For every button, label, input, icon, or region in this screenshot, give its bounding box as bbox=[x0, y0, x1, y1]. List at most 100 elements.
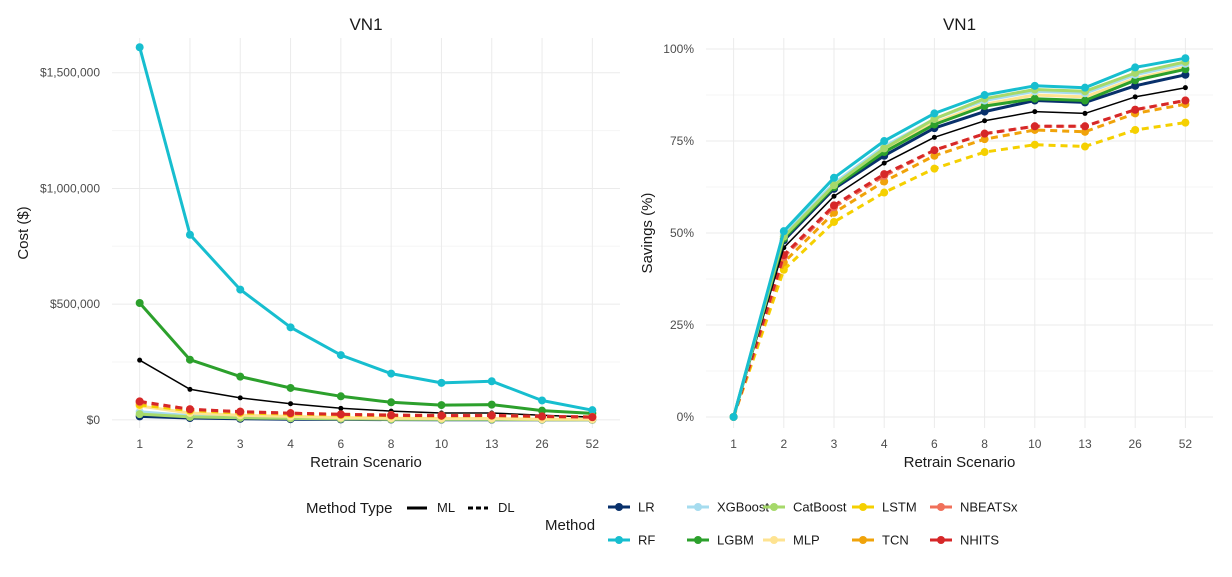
data-point bbox=[1030, 122, 1039, 131]
x-axis-label: Retrain Scenario bbox=[904, 454, 1016, 471]
y-tick-label: $1,000,000 bbox=[40, 181, 100, 195]
x-tick-label: 26 bbox=[535, 437, 549, 451]
x-tick-label: 26 bbox=[1129, 437, 1143, 451]
x-tick-label: 2 bbox=[780, 437, 787, 451]
data-point bbox=[1080, 96, 1089, 105]
y-tick-label: 0% bbox=[677, 410, 695, 424]
data-point bbox=[336, 351, 345, 360]
legend-key-point bbox=[937, 503, 945, 511]
legend-key-point bbox=[615, 536, 623, 544]
series-nhits bbox=[729, 96, 1190, 421]
data-point bbox=[1181, 96, 1190, 105]
data-point bbox=[980, 135, 989, 144]
legend-item-label: ML bbox=[437, 500, 455, 515]
series-ml-black bbox=[731, 85, 1188, 420]
data-point bbox=[538, 406, 547, 415]
data-point bbox=[387, 369, 396, 378]
data-point bbox=[1080, 83, 1089, 92]
savings-chart-panel: 0% 25% 50% 75% 100% 1 2 3 4 6 8 10 13 26 52 VN1 Retrain … bbox=[639, 15, 1213, 471]
data-point bbox=[286, 383, 295, 392]
legend-key-rf: RF bbox=[608, 533, 655, 548]
data-point bbox=[1131, 105, 1140, 114]
data-point bbox=[437, 411, 446, 420]
y-tick-label: 25% bbox=[670, 318, 694, 332]
legend-key-catboost: CatBoost bbox=[763, 500, 847, 515]
series-line bbox=[139, 404, 593, 421]
chart-title: VN1 bbox=[349, 15, 382, 34]
x-tick-label: 1 bbox=[136, 437, 143, 451]
data-point bbox=[135, 410, 144, 419]
series-line bbox=[732, 121, 1186, 418]
data-point bbox=[1082, 110, 1088, 116]
x-tick-label: 13 bbox=[485, 437, 499, 451]
data-point bbox=[288, 401, 294, 407]
series-tcn bbox=[729, 100, 1190, 421]
data-point bbox=[538, 396, 547, 405]
data-point bbox=[237, 395, 243, 401]
legend-item-label: CatBoost bbox=[793, 500, 847, 515]
series-lgbm bbox=[135, 299, 597, 418]
series-line bbox=[138, 46, 593, 412]
series-line bbox=[139, 359, 593, 418]
series-nhits bbox=[135, 397, 597, 422]
data-point bbox=[1030, 81, 1039, 90]
data-point bbox=[487, 377, 496, 386]
data-point bbox=[930, 164, 939, 173]
data-point bbox=[185, 230, 194, 239]
data-point bbox=[729, 412, 738, 421]
data-point bbox=[1181, 65, 1190, 74]
data-point bbox=[930, 120, 939, 129]
x-axis-label: Retrain Scenario bbox=[310, 454, 422, 471]
data-point bbox=[588, 406, 597, 415]
data-point bbox=[1131, 81, 1140, 90]
data-point bbox=[1131, 68, 1140, 77]
legend-item-label: LGBM bbox=[717, 533, 754, 548]
data-point bbox=[387, 411, 396, 420]
series-line bbox=[732, 86, 1186, 418]
data-point bbox=[980, 107, 989, 116]
y-tick-label: 50% bbox=[670, 226, 694, 240]
data-point bbox=[880, 144, 889, 153]
data-point bbox=[338, 405, 344, 411]
data-point bbox=[982, 118, 988, 124]
y-tick-label: 100% bbox=[663, 42, 694, 56]
data-point bbox=[1030, 94, 1039, 103]
y-tick-label: $1,500,000 bbox=[40, 66, 100, 80]
legend-key-point bbox=[694, 536, 702, 544]
data-point bbox=[1181, 118, 1190, 127]
y-axis-label: Savings (%) bbox=[639, 193, 656, 274]
data-point bbox=[236, 372, 245, 381]
data-point bbox=[135, 397, 144, 406]
data-point bbox=[881, 160, 887, 166]
data-point bbox=[135, 43, 144, 52]
series-line bbox=[139, 399, 593, 419]
x-tick-label: 10 bbox=[435, 437, 449, 451]
chart-legend: Method Type ML DL Method LR XGBoost CatBoost LS… bbox=[306, 500, 1018, 548]
data-point bbox=[980, 102, 989, 111]
series-line bbox=[732, 56, 1186, 418]
data-point bbox=[336, 410, 345, 419]
legend-item-label: MLP bbox=[793, 533, 820, 548]
data-point bbox=[930, 146, 939, 155]
x-tick-label: 1 bbox=[730, 437, 737, 451]
data-point bbox=[336, 392, 345, 401]
data-point bbox=[1132, 94, 1138, 100]
data-point bbox=[830, 201, 839, 210]
x-tick-label: 6 bbox=[338, 437, 345, 451]
legend-key-lgbm: LGBM bbox=[687, 533, 754, 548]
data-point bbox=[880, 177, 889, 186]
x-tick-label: 3 bbox=[237, 437, 244, 451]
x-tick-label: 10 bbox=[1028, 437, 1042, 451]
data-point bbox=[880, 170, 889, 179]
data-point bbox=[779, 227, 788, 236]
data-point bbox=[185, 355, 194, 364]
legend-item-label: DL bbox=[498, 500, 515, 515]
data-point bbox=[487, 411, 496, 420]
y-tick-label: 75% bbox=[670, 134, 694, 148]
data-point bbox=[1080, 122, 1089, 131]
y-tick-label: $500,000 bbox=[50, 297, 100, 311]
series-nbeatsx bbox=[729, 96, 1190, 421]
data-point bbox=[135, 299, 144, 308]
x-tick-label: 13 bbox=[1078, 437, 1092, 451]
